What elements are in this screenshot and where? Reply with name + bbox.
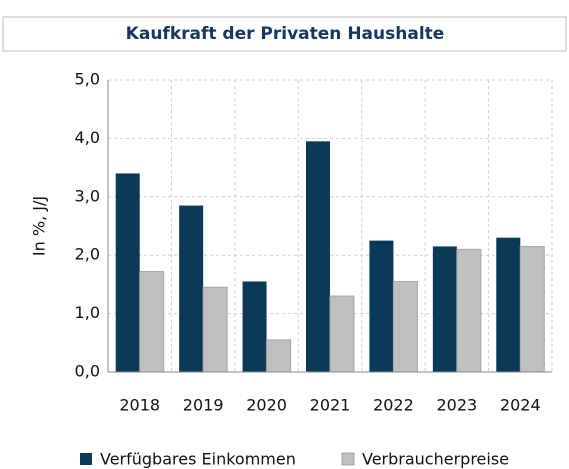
y-tick-label: 4,0 [75,128,100,147]
legend-swatch [80,453,92,465]
bar [179,205,204,372]
bar [496,237,521,372]
y-tick-label: 0,0 [75,362,100,381]
legend-label: Verfügbares Einkommen [100,450,296,469]
x-tick-label: 2018 [119,396,160,415]
bar [266,339,292,373]
y-tick-label: 3,0 [75,186,100,205]
chart-title: Kaufkraft der Privaten Haushalte [126,24,445,44]
bar [519,245,545,373]
title-box [2,16,567,52]
legend-label: Verbraucherpreise [362,450,509,469]
y-tick-label: 2,0 [75,245,100,264]
x-tick-label: 2024 [500,396,541,415]
x-tick-label: 2019 [183,396,224,415]
bar [392,280,418,373]
y-tick-label: 5,0 [75,70,100,89]
bar [369,240,394,372]
bar [306,141,330,372]
y-tick-label: 1,0 [75,303,100,322]
bar [139,271,165,373]
bar [329,295,355,373]
x-tick-label: 2021 [310,396,351,415]
bar [202,286,228,373]
bar [456,248,482,373]
x-tick-label: 2023 [436,396,477,415]
y-axis-label: In %, J/J [30,196,49,256]
bar [115,173,140,372]
bar [432,246,457,372]
legend-swatch [341,452,355,466]
x-tick-label: 2020 [246,396,287,415]
bar [242,281,267,372]
x-tick-label: 2022 [373,396,414,415]
